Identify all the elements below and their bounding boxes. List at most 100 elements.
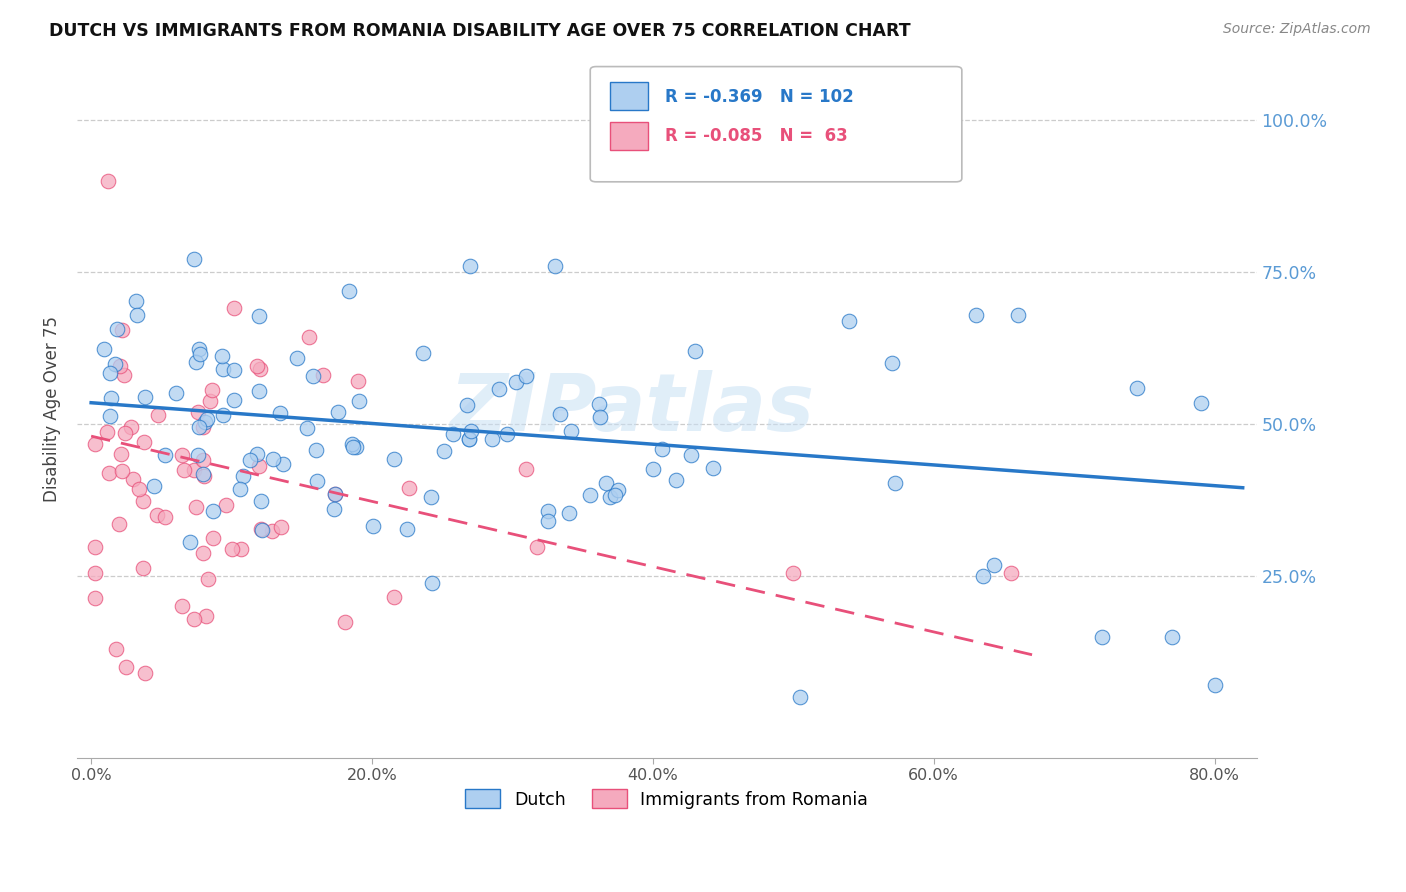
Legend: Dutch, Immigrants from Romania: Dutch, Immigrants from Romania [458, 782, 876, 815]
Point [201, 504, 224, 518]
Point [142, 479, 165, 493]
Point [460, 259, 482, 273]
Point [295, 420, 318, 434]
Point [134, 391, 156, 405]
Point [173, 463, 195, 477]
Point [249, 458, 271, 473]
Point [342, 440, 364, 454]
Point [247, 384, 270, 398]
Text: ZIPatlas: ZIPatlas [449, 370, 814, 448]
Point [599, 491, 621, 505]
Point [193, 453, 215, 467]
Point [112, 368, 135, 383]
Point [396, 522, 419, 536]
Point [97, 174, 120, 188]
Point [187, 448, 209, 462]
Point [125, 308, 148, 322]
Point [246, 447, 269, 461]
Point [188, 420, 211, 434]
Point [183, 463, 205, 477]
Point [323, 487, 346, 501]
Point [441, 427, 464, 442]
Point [108, 516, 131, 531]
Point [229, 542, 252, 557]
Point [488, 382, 510, 396]
Point [214, 498, 236, 512]
Point [84, 540, 107, 554]
Point [505, 375, 527, 389]
Point [515, 462, 537, 476]
Point [382, 451, 405, 466]
Point [211, 349, 233, 363]
FancyBboxPatch shape [610, 82, 648, 110]
Point [651, 442, 673, 456]
Point [115, 660, 138, 674]
Point [558, 506, 581, 520]
Point [526, 540, 548, 554]
Point [172, 599, 194, 614]
Point [972, 569, 994, 583]
Point [884, 475, 907, 490]
Point [588, 397, 610, 411]
Point [132, 494, 155, 508]
Point [96, 425, 118, 439]
Point [202, 531, 225, 545]
Point [537, 503, 560, 517]
Point [100, 391, 122, 405]
Point [100, 366, 122, 380]
Point [193, 467, 215, 482]
Text: DUTCH VS IMMIGRANTS FROM ROMANIA DISABILITY AGE OVER 75 CORRELATION CHART: DUTCH VS IMMIGRANTS FROM ROMANIA DISABIL… [49, 22, 911, 40]
Point [326, 404, 349, 418]
Point [110, 447, 132, 461]
Point [105, 641, 128, 656]
Y-axis label: Disability Age Over 75: Disability Age Over 75 [44, 316, 60, 502]
Point [298, 329, 321, 343]
FancyBboxPatch shape [610, 122, 648, 151]
Point [543, 259, 565, 273]
Point [155, 510, 177, 524]
Point [195, 412, 218, 426]
Point [433, 444, 456, 458]
Point [84, 566, 107, 581]
Point [1126, 380, 1149, 394]
Point [249, 362, 271, 376]
Point [98, 409, 121, 424]
Point [702, 461, 724, 475]
Point [457, 432, 479, 446]
Point [194, 608, 217, 623]
Point [515, 368, 537, 383]
Point [285, 351, 308, 366]
Point [105, 321, 128, 335]
Point [641, 462, 664, 476]
Point [110, 464, 132, 478]
Point [134, 435, 156, 450]
Point [305, 443, 328, 458]
Point [232, 469, 254, 483]
Point [398, 481, 420, 495]
Point [186, 355, 208, 369]
Point [347, 393, 370, 408]
Point [456, 398, 478, 412]
Point [589, 410, 612, 425]
FancyBboxPatch shape [591, 67, 962, 182]
Point [322, 502, 344, 516]
Point [224, 363, 246, 377]
Point [128, 483, 150, 497]
Point [193, 546, 215, 560]
Point [125, 294, 148, 309]
Point [333, 615, 356, 629]
Point [548, 407, 571, 421]
Point [193, 469, 215, 483]
Point [305, 474, 328, 488]
Point [148, 409, 170, 423]
Point [250, 494, 273, 508]
Point [222, 301, 245, 315]
Point [1091, 630, 1114, 644]
Point [361, 519, 384, 533]
Point [481, 432, 503, 446]
Point [131, 561, 153, 575]
Point [607, 483, 630, 498]
Point [605, 488, 627, 502]
Point [104, 357, 127, 371]
Point [122, 472, 145, 486]
